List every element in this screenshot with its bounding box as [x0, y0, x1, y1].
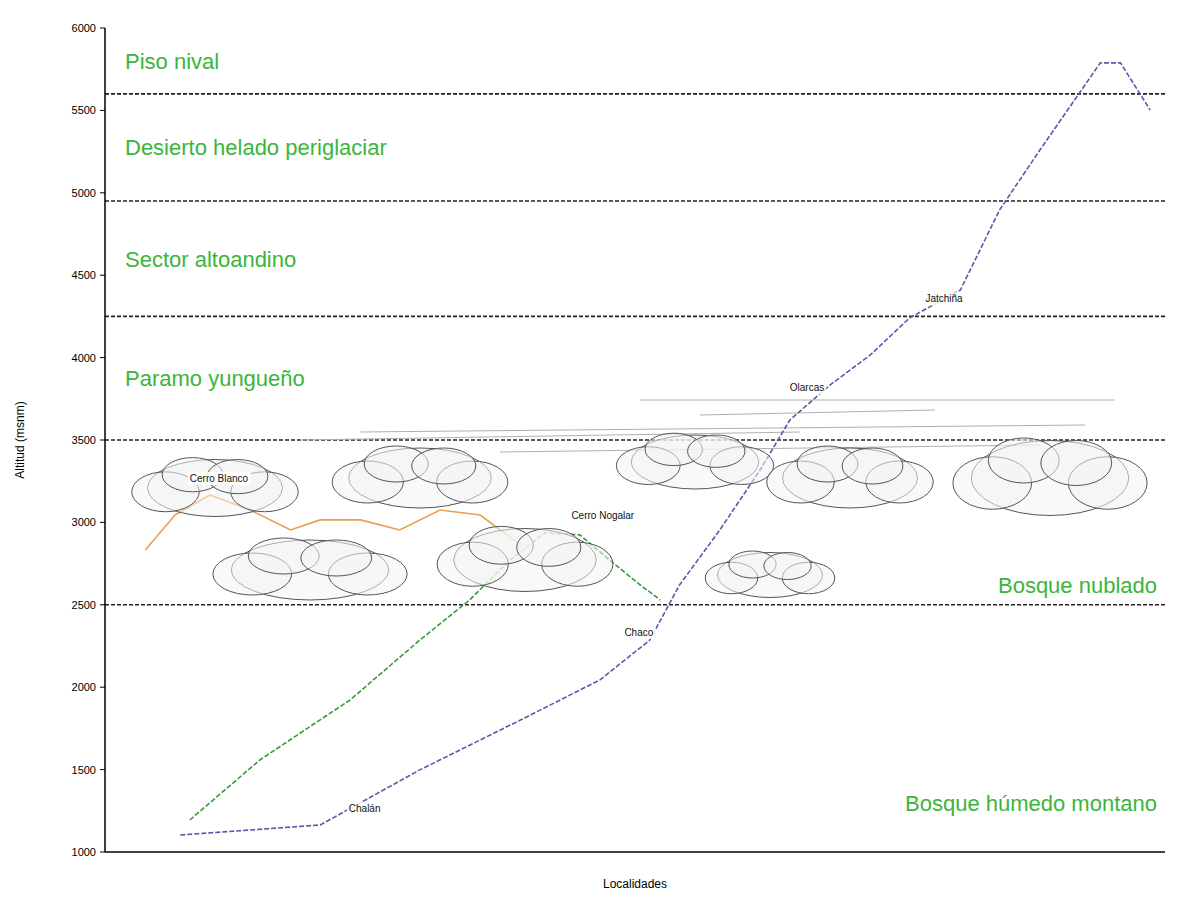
y-tick-label: 2000 — [72, 681, 96, 693]
cloud — [437, 526, 613, 591]
y-tick-label: 4500 — [72, 269, 96, 281]
annotation-text: Jatchiña — [925, 293, 963, 304]
y-tick — [100, 110, 105, 111]
zone-label: Piso nival — [125, 49, 219, 74]
cloud — [213, 538, 407, 600]
annotation: Cerro Blanco — [188, 472, 251, 485]
y-tick-label: 2500 — [72, 599, 96, 611]
cloud-part — [764, 553, 811, 580]
zone-label: Paramo yungueño — [125, 366, 305, 391]
annotation: Olarcas — [788, 381, 826, 394]
zone-boundary — [105, 604, 1165, 606]
chart: 1000 1500 2000 2500 3000 3500 4000 4500 5000 5500… — [0, 0, 1198, 910]
y-tick — [100, 192, 105, 193]
cloud — [953, 438, 1147, 516]
annotation-text: Chaco — [624, 627, 653, 638]
y-tick-label: 6000 — [72, 22, 96, 34]
annotation-patch — [569, 509, 636, 522]
annotation-patch — [188, 472, 251, 485]
x-axis-title: Localidades — [603, 877, 667, 891]
annotation: Chalán — [347, 802, 383, 815]
y-tick — [100, 769, 105, 770]
y-tick-label: 1000 — [72, 846, 96, 858]
zone-label: Bosque nublado — [998, 573, 1157, 598]
cloud — [616, 433, 773, 489]
annotation-text: Olarcas — [790, 382, 824, 393]
y-tick — [100, 28, 105, 29]
annotation-patch — [788, 381, 826, 394]
cloud — [705, 551, 835, 598]
y-tick-label: 3500 — [72, 434, 96, 446]
annotation: Chaco — [622, 626, 655, 639]
zone-label: Sector altoandino — [125, 247, 296, 272]
y-tick — [100, 852, 105, 853]
cloud-line — [360, 425, 1085, 432]
y-tick — [100, 604, 105, 605]
cloud — [332, 446, 508, 508]
y-tick-label: 3000 — [72, 516, 96, 528]
zone-boundary — [105, 316, 1165, 318]
annotation-patch — [622, 626, 655, 639]
zone-label: Bosque húmedo montano — [905, 791, 1157, 816]
series-group — [145, 63, 1150, 835]
cloud-line — [640, 400, 1115, 401]
cloud — [132, 458, 299, 517]
y-tick — [100, 440, 105, 441]
cloud-part — [412, 448, 476, 484]
cloud — [767, 446, 934, 508]
y-axis-title: Altitud (msnm) — [13, 401, 27, 478]
annotation: Jatchiña — [923, 292, 965, 305]
y-tick-label: 1500 — [72, 764, 96, 776]
annotation-patch — [347, 802, 383, 815]
cloud-part — [1041, 441, 1112, 486]
y-tick — [100, 687, 105, 688]
annotation-text: Cerro Blanco — [190, 473, 249, 484]
y-tick — [100, 522, 105, 523]
y-tick — [100, 357, 105, 358]
x-axis — [105, 851, 1165, 853]
cloud-part — [842, 448, 903, 484]
cloud-part — [301, 540, 372, 576]
series-line — [180, 63, 1150, 835]
annotation-patch — [923, 292, 965, 305]
cloud-part — [688, 435, 745, 467]
y-tick-label: 4000 — [72, 352, 96, 364]
cloud-line — [700, 410, 935, 415]
y-tick-label: 5500 — [72, 104, 96, 116]
annotation-text: Chalán — [349, 803, 381, 814]
zone-boundary — [105, 93, 1165, 95]
series-line — [190, 533, 661, 820]
y-tick — [100, 275, 105, 276]
annotation-text: Cerro Nogalar — [571, 510, 634, 521]
cloud-part — [517, 529, 581, 567]
y-tick-label: 5000 — [72, 187, 96, 199]
zone-label: Desierto helado periglaciar — [125, 135, 387, 160]
annotation: Cerro Nogalar — [569, 509, 636, 522]
cloud-line — [500, 445, 1040, 452]
